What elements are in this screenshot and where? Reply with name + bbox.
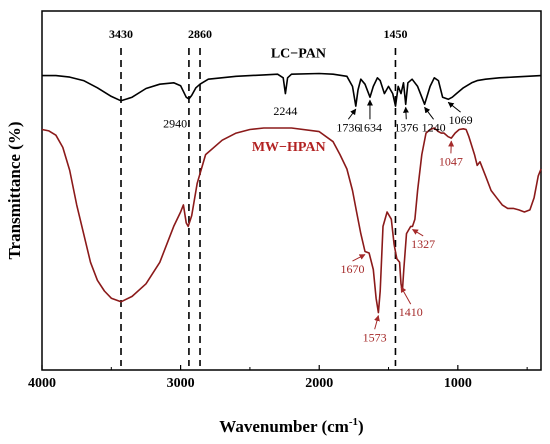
peak-label-arrow-1240 [424, 106, 434, 120]
peak-label-red-1327: 1327 [411, 237, 435, 251]
series-line-1 [41, 127, 542, 314]
x-ticks: 4000 3000 2000 1000 [28, 365, 528, 391]
peak-label-red-arrow-1573 [374, 314, 380, 330]
peak-label-red-1573: 1573 [363, 330, 387, 344]
peak-label-arrow-1736 [347, 108, 357, 120]
peak-label-1736: 1736 [336, 120, 360, 134]
reference-label-2860: 2860 [188, 27, 212, 41]
peak-label-red-1670: 1670 [340, 262, 364, 276]
x-tick-label-4000: 4000 [28, 376, 56, 391]
x-tick-label-2000: 2000 [305, 376, 333, 391]
peak-label-arrow-1376 [402, 106, 409, 120]
peak-label-red-arrow-1327 [411, 228, 424, 237]
peak-label-1376: 1376 [394, 120, 418, 134]
reference-label-3430: 3430 [109, 27, 133, 41]
series-line-0 [42, 72, 542, 107]
peak-label-red-arrow-1670 [352, 254, 366, 262]
peak-label-red-arrow-1410 [400, 286, 412, 305]
peak-label-2940: 2940 [163, 117, 187, 131]
x-tick-label-3000: 3000 [167, 376, 195, 391]
x-tick-label-1000: 1000 [444, 376, 472, 391]
peak-label-red-1047: 1047 [439, 154, 463, 168]
y-axis-title: Transmittance (%) [5, 121, 24, 259]
x-axis-title-sup: -1 [349, 416, 358, 428]
reference-lines: 3430 2860 1450 [109, 27, 407, 366]
peak-label-1634: 1634 [358, 120, 382, 134]
x-axis-title-close: ) [358, 417, 364, 436]
peak-label-1069: 1069 [449, 113, 473, 127]
series-label-0: LC−PAN [271, 47, 326, 62]
x-axis-title-main: Wavenumber (cm [219, 417, 349, 436]
reference-label-1450: 1450 [383, 27, 407, 41]
plot-frame [41, 10, 542, 371]
peak-label-arrow-1069 [447, 101, 461, 113]
series-label-1: MW−HPAN [252, 140, 326, 155]
series-group [41, 72, 542, 314]
peak-label-1240: 1240 [422, 120, 446, 134]
peak-label-2244: 2244 [273, 104, 297, 118]
peak-label-red-1410: 1410 [399, 305, 423, 319]
x-axis-title: Wavenumber (cm-1) [219, 416, 363, 436]
